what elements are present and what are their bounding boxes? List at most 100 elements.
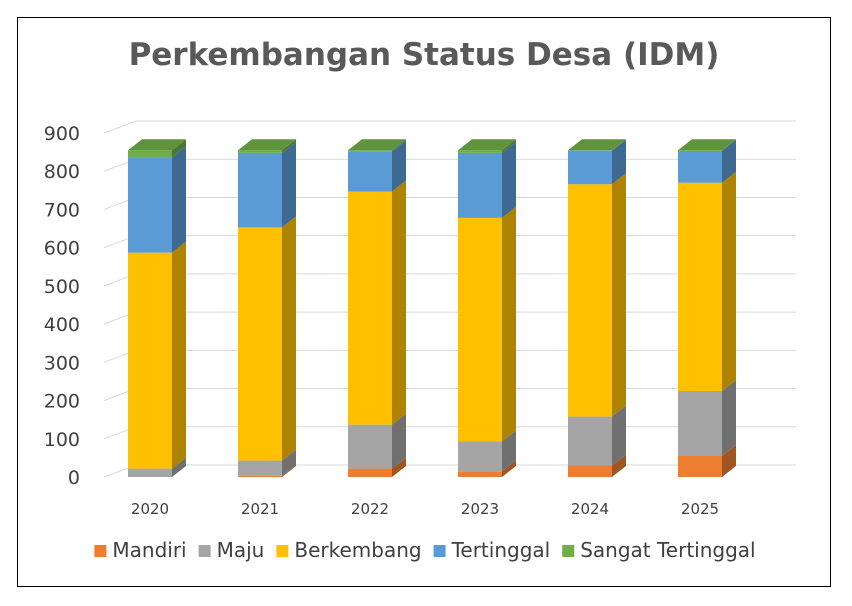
bar-side	[722, 139, 736, 151]
bar-segment	[568, 454, 626, 477]
bar-front	[238, 460, 282, 476]
legend-label: Sangat Tertinggal	[580, 538, 755, 562]
bar-front	[348, 151, 392, 192]
bar-front	[678, 182, 722, 391]
x-tick-label: 2022	[351, 500, 389, 518]
bar-front	[458, 441, 502, 472]
bar-segment	[348, 413, 406, 469]
x-axis: 2020 2021 2022 2023 2024 2025	[131, 500, 719, 518]
x-tick-label: 2023	[461, 500, 499, 518]
bar-segment	[238, 139, 296, 153]
x-tick-label: 2021	[241, 500, 279, 518]
bar-segment	[238, 449, 296, 476]
bar-segment	[348, 140, 406, 192]
bar-front	[128, 252, 172, 469]
y-tick-label: 500	[44, 276, 80, 298]
bar-side	[282, 464, 296, 477]
bar-segment	[128, 139, 186, 158]
bar-side	[282, 216, 296, 461]
bar-segment	[238, 141, 296, 228]
bar-side	[612, 173, 626, 417]
bar-front	[238, 227, 282, 461]
bar-front	[678, 150, 722, 151]
y-tick-label: 600	[44, 238, 80, 260]
bar-column-2021	[238, 139, 296, 477]
bar-side	[282, 141, 296, 228]
legend-label: Mandiri	[112, 538, 186, 562]
legend-item: Berkembang	[276, 538, 422, 562]
y-tick-label: 300	[44, 352, 80, 374]
bar-segment	[568, 139, 626, 151]
bar-segment	[678, 380, 736, 456]
bar-front	[458, 152, 502, 218]
bar-front	[678, 455, 722, 477]
legend-label: Maju	[217, 538, 265, 562]
bar-front	[238, 475, 282, 477]
bar-side	[722, 139, 736, 183]
bars	[128, 139, 736, 477]
bar-segment	[238, 216, 296, 461]
y-axis: 0 100 200 300 400 500 600 700 800 900	[44, 123, 80, 489]
legend-label: Berkembang	[294, 538, 421, 562]
bar-front	[348, 468, 392, 477]
bar-column-2020	[128, 139, 186, 477]
bar-side	[502, 141, 516, 218]
y-tick-label: 200	[44, 391, 80, 413]
bar-side	[502, 206, 516, 442]
bar-front	[348, 150, 392, 152]
bar-front	[348, 191, 392, 425]
bar-segment	[128, 146, 186, 253]
legend-item: Sangat Tertinggal	[562, 538, 756, 562]
bar-side	[612, 405, 626, 466]
legend-swatch	[562, 545, 575, 557]
bar-segment	[458, 139, 516, 153]
bar-segment	[128, 241, 186, 469]
grid-line-diag	[103, 120, 137, 134]
bar-side	[502, 139, 516, 153]
legend: Mandiri Maju Berkembang Tertinggal Sangat Te…	[94, 538, 756, 562]
y-tick-label: 800	[44, 161, 80, 183]
bar-side	[392, 140, 406, 192]
legend-swatch	[94, 545, 107, 557]
bar-top	[458, 139, 516, 151]
bar-side	[722, 444, 736, 477]
legend-swatch	[198, 545, 211, 557]
bar-segment	[458, 206, 516, 442]
bar-segment	[458, 430, 516, 472]
bar-column-2022	[348, 139, 406, 477]
bar-front	[568, 465, 612, 477]
bar-segment	[568, 139, 626, 185]
bar-segment	[678, 139, 736, 183]
x-tick-label: 2020	[131, 500, 169, 518]
bar-side	[282, 449, 296, 476]
bar-segment	[678, 444, 736, 477]
y-tick-label: 400	[44, 314, 80, 336]
bar-column-2025	[678, 139, 736, 477]
chart-svg: Perkembangan Status Desa (IDM) 0 100 200 30…	[44, 37, 796, 562]
bar-top	[348, 139, 406, 151]
bar-side	[172, 146, 186, 253]
bar-segment	[238, 464, 296, 477]
bar-side	[502, 430, 516, 472]
x-tick-label: 2024	[571, 500, 609, 518]
bar-segment	[678, 171, 736, 391]
bar-segment	[568, 405, 626, 466]
bar-segment	[568, 173, 626, 417]
bar-front	[238, 152, 282, 228]
bar-front	[128, 468, 172, 477]
bar-front	[238, 150, 282, 153]
bar-front	[458, 217, 502, 442]
legend-item: Maju	[198, 538, 265, 562]
bar-segment	[678, 139, 736, 151]
bar-front	[128, 157, 172, 253]
chart-title: Perkembangan Status Desa (IDM)	[129, 37, 720, 73]
bar-column-2023	[458, 139, 516, 477]
bar-side	[172, 139, 186, 158]
legend-item: Tertinggal	[433, 538, 550, 562]
bar-top	[568, 139, 626, 151]
bar-top	[238, 139, 296, 151]
bar-side	[612, 139, 626, 151]
bar-segment	[458, 141, 516, 218]
x-tick-label: 2025	[681, 500, 719, 518]
bar-front	[458, 471, 502, 477]
